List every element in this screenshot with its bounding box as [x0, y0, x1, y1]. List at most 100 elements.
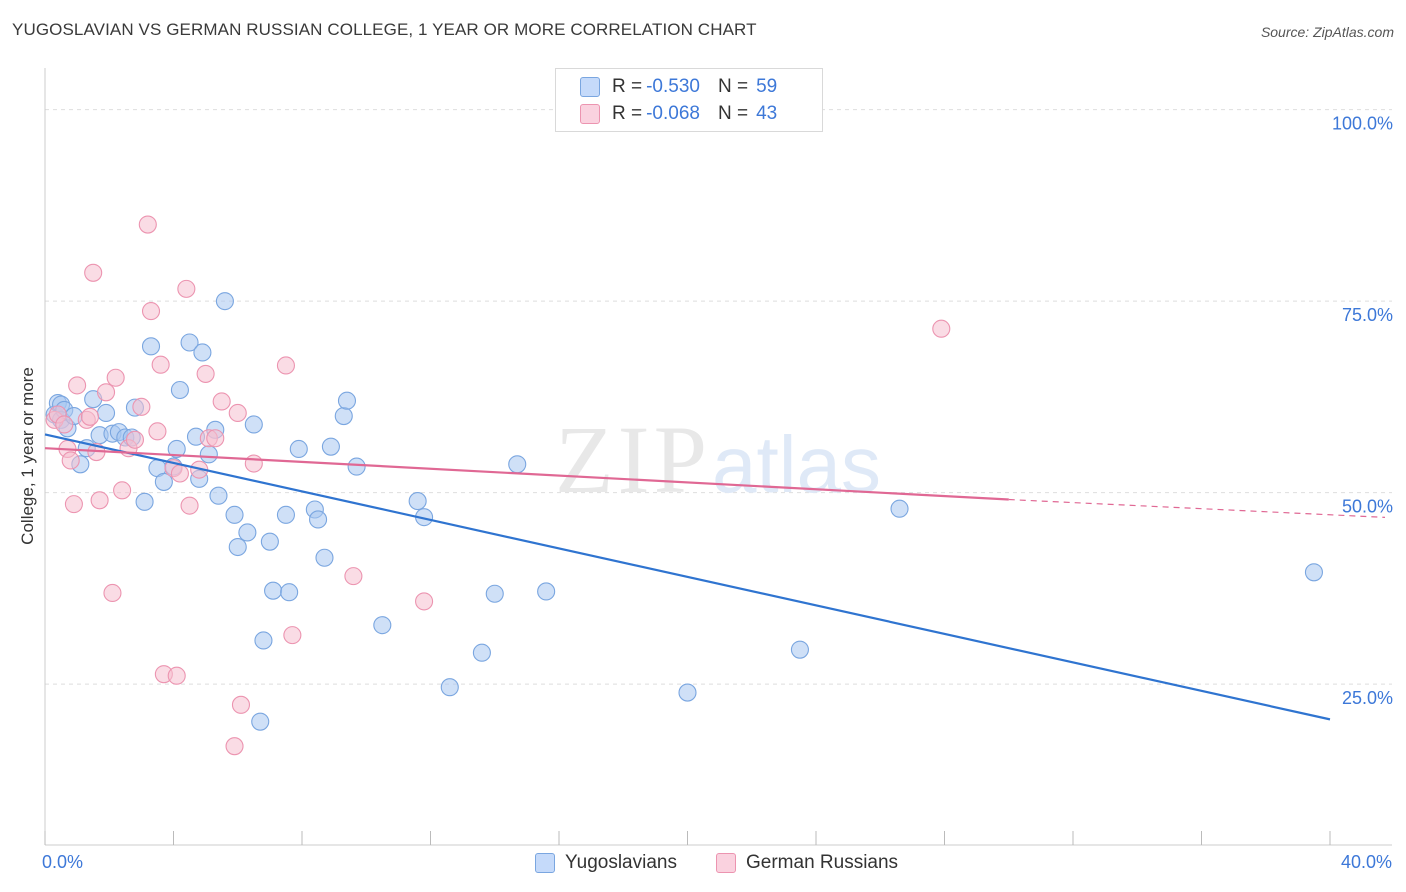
- point-yugoslavians: [280, 583, 299, 602]
- point-yugoslavians: [678, 683, 697, 702]
- point-german-russians: [415, 592, 434, 611]
- point-yugoslavians: [472, 643, 491, 662]
- point-yugoslavians: [890, 499, 909, 518]
- legend-r-label: R =: [612, 103, 643, 124]
- point-yugoslavians: [337, 391, 357, 410]
- point-german-russians: [90, 491, 109, 510]
- point-german-russians: [84, 263, 103, 282]
- point-yugoslavians: [238, 523, 257, 542]
- trend-line-german-russians-extension: [1008, 498, 1386, 518]
- point-german-russians: [125, 430, 144, 449]
- source-label: Source: ZipAtlas.com: [1260, 24, 1394, 40]
- point-german-russians: [170, 464, 189, 483]
- point-yugoslavians: [215, 292, 234, 311]
- point-german-russians: [180, 496, 199, 515]
- point-yugoslavians: [289, 439, 308, 459]
- point-yugoslavians: [260, 532, 279, 551]
- bottom-legend-label: German Russians: [746, 852, 899, 873]
- point-yugoslavians: [254, 631, 273, 650]
- y-tick-labels: 25.0% 50.0% 75.0% 100.0%: [1332, 114, 1393, 709]
- y-tick-label: 75.0%: [1342, 305, 1393, 325]
- point-german-russians: [55, 415, 74, 434]
- watermark-atlas: atlas: [712, 420, 881, 509]
- point-yugoslavians: [315, 548, 334, 567]
- bottom-legend-label: Yugoslavians: [565, 852, 677, 873]
- point-yugoslavians: [264, 581, 283, 600]
- bottom-legend-swatch-blue: [535, 853, 555, 873]
- bottom-legend-swatch-pink: [716, 853, 736, 873]
- point-yugoslavians: [135, 492, 154, 511]
- point-german-russians: [276, 356, 295, 375]
- point-yugoslavians: [537, 582, 556, 601]
- point-yugoslavians: [790, 640, 809, 659]
- point-yugoslavians: [485, 584, 504, 603]
- point-yugoslavians: [373, 616, 392, 635]
- point-yugoslavians: [440, 678, 459, 697]
- legend: R = -0.530 N = 59 R = -0.068 N = 43: [555, 68, 823, 132]
- point-german-russians: [344, 567, 363, 586]
- point-german-russians: [244, 454, 263, 473]
- point-german-russians: [151, 355, 170, 374]
- point-yugoslavians: [228, 537, 247, 557]
- bottom-legend-german-russians: German Russians: [716, 852, 898, 874]
- point-german-russians: [132, 397, 151, 416]
- grid-lines: [45, 109, 1392, 685]
- legend-n-value: 59: [756, 76, 778, 97]
- point-german-russians: [106, 368, 125, 387]
- point-yugoslavians: [225, 505, 244, 524]
- point-yugoslavians: [1304, 563, 1323, 582]
- legend-row-german-russians: R = -0.068 N = 43: [580, 102, 777, 126]
- point-yugoslavians: [209, 486, 228, 505]
- y-tick-label: 50.0%: [1342, 497, 1393, 517]
- point-german-russians: [80, 407, 100, 426]
- point-german-russians: [148, 422, 167, 441]
- point-yugoslavians: [408, 492, 427, 511]
- point-yugoslavians: [347, 457, 366, 476]
- point-yugoslavians: [141, 337, 161, 356]
- point-german-russians: [932, 319, 951, 338]
- point-german-russians: [138, 215, 157, 234]
- point-german-russians: [61, 451, 80, 470]
- point-german-russians: [103, 583, 122, 603]
- point-yugoslavians: [309, 510, 328, 529]
- point-german-russians: [225, 737, 244, 756]
- legend-r-label: R =: [612, 76, 643, 97]
- point-german-russians: [68, 376, 87, 395]
- point-yugoslavians: [251, 712, 270, 731]
- trend-line-german-russians: [44, 447, 1009, 501]
- trend-line-yugoslavians: [44, 433, 1331, 721]
- point-yugoslavians: [276, 505, 295, 524]
- point-german-russians: [96, 383, 116, 402]
- point-german-russians: [64, 495, 83, 514]
- axes: [44, 68, 1392, 846]
- trend-lines: [44, 433, 1386, 721]
- point-yugoslavians: [154, 472, 173, 491]
- point-german-russians: [283, 626, 302, 645]
- legend-swatch-pink: [580, 104, 600, 124]
- point-yugoslavians: [244, 415, 263, 434]
- point-german-russians: [177, 279, 196, 298]
- data-points: [45, 215, 1323, 756]
- point-german-russians: [113, 481, 132, 500]
- point-german-russians: [228, 403, 247, 423]
- watermark-zip: ZIP: [555, 406, 711, 513]
- point-german-russians: [196, 364, 215, 383]
- point-yugoslavians: [170, 380, 189, 400]
- y-tick-label: 25.0%: [1342, 688, 1393, 708]
- point-yugoslavians: [334, 406, 353, 426]
- x-tick-min: 0.0%: [42, 852, 84, 872]
- point-yugoslavians: [167, 439, 186, 459]
- point-yugoslavians: [180, 333, 199, 352]
- x-tick-max: 40.0%: [1340, 852, 1392, 872]
- point-yugoslavians: [508, 455, 527, 474]
- legend-n-label: N =: [717, 103, 749, 124]
- point-yugoslavians: [96, 403, 116, 423]
- chart-title: YUGOSLAVIAN VS GERMAN RUSSIAN COLLEGE, 1…: [12, 20, 757, 39]
- point-german-russians: [141, 302, 161, 321]
- point-yugoslavians: [193, 343, 212, 362]
- legend-r-value: -0.068: [646, 103, 700, 124]
- watermark: ZIP atlas: [555, 406, 881, 513]
- point-german-russians: [212, 392, 231, 411]
- point-german-russians: [206, 429, 225, 448]
